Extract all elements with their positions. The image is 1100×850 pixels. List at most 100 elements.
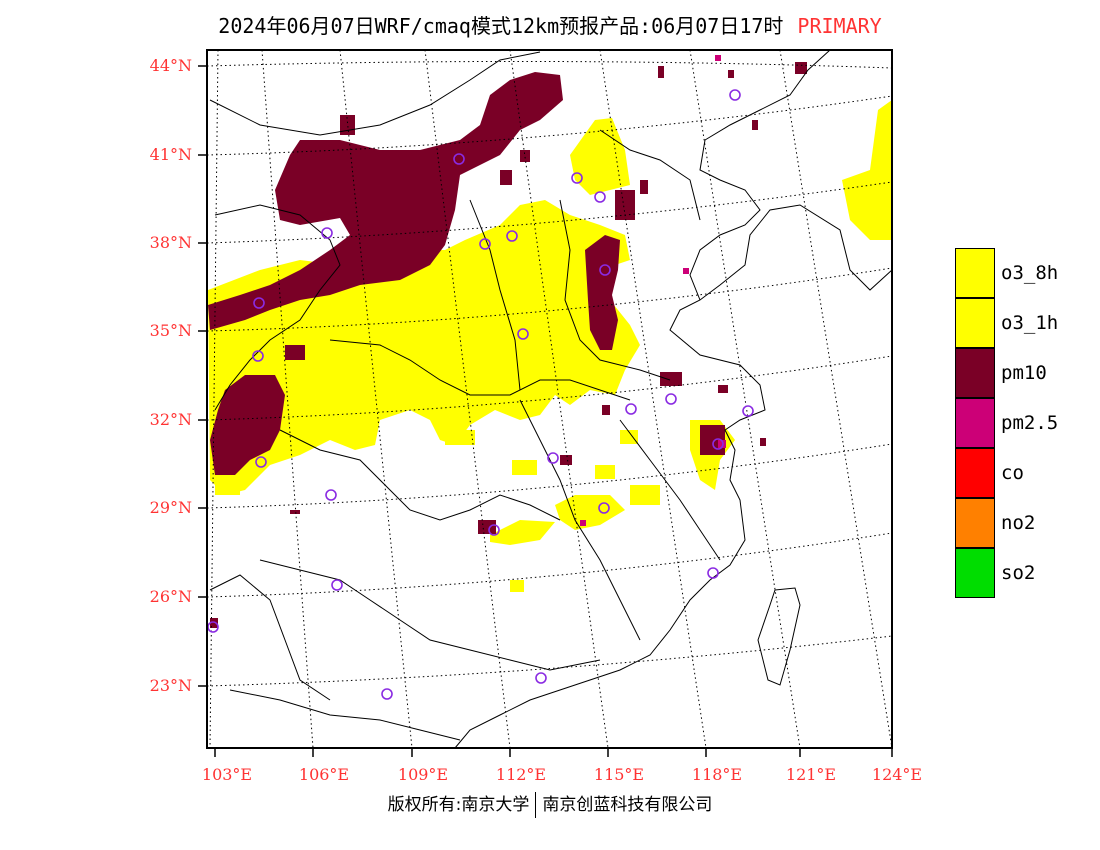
pm25-patch [580, 520, 586, 526]
pm10-patch [285, 345, 305, 360]
pm10-patch [210, 618, 218, 628]
pm25-areas [580, 55, 726, 526]
station-marker [571, 172, 583, 184]
lat-label: 26°N [149, 587, 192, 606]
lon-label: 103°E [201, 765, 253, 784]
legend-label: so2 [1001, 562, 1036, 584]
station-marker [742, 405, 754, 417]
lat-label: 23°N [149, 676, 192, 695]
pm25-patch [718, 440, 726, 448]
station-marker [598, 502, 610, 514]
station-marker [594, 191, 606, 203]
o3-east-coast [842, 100, 892, 240]
station-marker [729, 89, 741, 101]
map-title: 2024年06月07日WRF/cmaq模式12km预报产品:06月07日17时 P… [0, 10, 1100, 39]
pm10-patch [728, 70, 734, 78]
pm10-patch [560, 455, 572, 465]
pm10-patch [500, 170, 512, 185]
pm10-patch [290, 510, 300, 514]
copyright-left: 版权所有:南京大学 [387, 795, 530, 815]
pm10-patch [520, 150, 530, 162]
coastline [454, 204, 893, 749]
o3-north [570, 118, 630, 195]
legend-swatch [955, 448, 995, 498]
pm10-patch [478, 520, 496, 534]
province-7 [559, 199, 671, 381]
station-marker [506, 230, 518, 242]
legend-swatch [955, 498, 995, 548]
title-main: 2024年06月07日WRF/cmaq模式12km预报产品:06月07日17时 [218, 14, 784, 38]
legend-swatch [955, 548, 995, 598]
station-marker [517, 328, 529, 340]
legend-label: pm2.5 [1001, 412, 1059, 434]
station-marker [253, 297, 265, 309]
taiwan [757, 587, 801, 686]
pm10-areas [208, 62, 807, 628]
province-5 [259, 559, 601, 671]
legend-label: no2 [1001, 512, 1036, 534]
o3-patch [215, 475, 240, 495]
lon-label: 121°E [785, 765, 837, 784]
province-3 [329, 339, 631, 401]
lon-label: 115°E [593, 765, 645, 784]
lat-label: 35°N [149, 321, 192, 340]
station-marker [625, 403, 637, 415]
copyright-right: 南京创蓝科技有限公司 [542, 795, 713, 815]
province-11 [599, 129, 701, 221]
station-marker [325, 489, 337, 501]
o3-patch [630, 485, 660, 505]
boundaries [209, 49, 893, 749]
lat-label: 41°N [149, 145, 192, 164]
pm10-patch [602, 405, 610, 415]
lat-label: 32°N [149, 410, 192, 429]
pm10-patch [615, 190, 635, 220]
pm10-patch [752, 120, 758, 130]
lon-label: 124°E [871, 765, 923, 784]
station-marker [321, 227, 333, 239]
lat-label: 44°N [149, 56, 192, 75]
station-marker [252, 350, 264, 362]
lon-label: 109°E [397, 765, 449, 784]
province-8 [519, 399, 641, 641]
legend-label: co [1001, 462, 1024, 484]
title-tag: PRIMARY [797, 14, 882, 38]
o3-patch [445, 430, 475, 445]
o3-patch [512, 460, 537, 475]
legend-swatch [955, 348, 995, 398]
pm25-patch [683, 268, 689, 274]
lon-label: 118°E [691, 765, 743, 784]
station-marker [665, 393, 677, 405]
lon-label: 112°E [495, 765, 547, 784]
lon-label: 106°E [298, 765, 350, 784]
legend-swatch [955, 398, 995, 448]
province-4 [279, 429, 561, 521]
lat-label: 29°N [149, 498, 192, 517]
o3-patch [510, 580, 524, 592]
copyright-footer: 版权所有:南京大学 南京创蓝科技有限公司 [0, 790, 1100, 818]
pm10-patch [718, 385, 728, 393]
legend-swatch [955, 248, 995, 298]
station-marker [547, 452, 559, 464]
station-marker [381, 688, 393, 700]
station-marker [255, 456, 267, 468]
pm10-patch [660, 372, 682, 386]
station-marker [599, 264, 611, 276]
pm10-patch [640, 180, 648, 194]
station-marker [712, 438, 724, 450]
o3-patch [620, 430, 638, 444]
pm10-west-basin [210, 375, 285, 475]
pm10-patch [760, 438, 766, 446]
legend-label: o3_8h [1001, 262, 1059, 284]
o3-south-2 [490, 520, 555, 545]
province-9 [619, 419, 721, 561]
pm10-north-plume [208, 72, 563, 330]
station-marker [488, 524, 500, 536]
pm25-patch [715, 55, 721, 61]
station-marker [535, 672, 547, 684]
province-1 [209, 51, 541, 136]
pm10-patch [658, 66, 664, 78]
station-marker [453, 153, 465, 165]
o3-patch [595, 465, 615, 479]
legend-swatch [955, 298, 995, 348]
